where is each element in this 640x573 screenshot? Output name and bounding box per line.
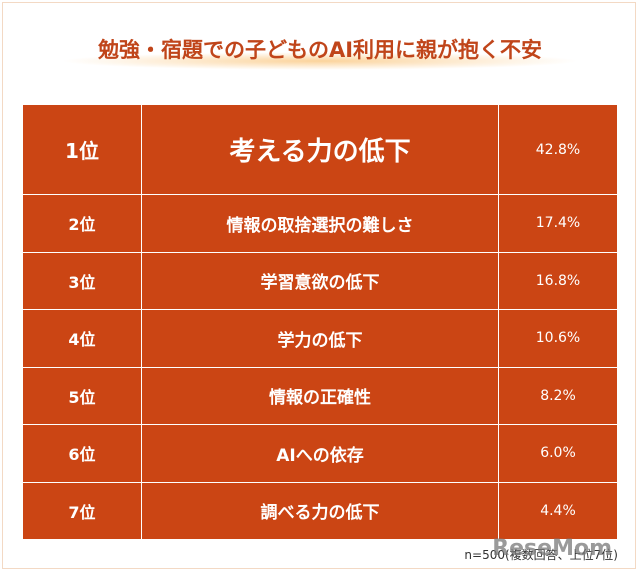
watermark: ReseMom <box>492 536 612 561</box>
title: 勉強・宿題での子どものAI利用に親が抱く不安 <box>97 38 543 62</box>
ranking-table: 1位 考える力の低下 42.8% 2位 情報の取捨選択の難しさ 17.4% 3位 学習意欲の低… <box>22 104 618 540</box>
table-row: 7位 調べる力の低下 4.4% <box>22 481 618 540</box>
rank-cell: 3位 <box>22 251 142 310</box>
percent-cell: 8.2% <box>498 366 618 425</box>
percent-cell: 42.8% <box>498 104 618 195</box>
item-cell: 学力の低下 <box>141 309 499 368</box>
percent-cell: 6.0% <box>498 424 618 483</box>
rank-cell: 5位 <box>22 366 142 425</box>
rank-cell: 4位 <box>22 309 142 368</box>
percent-cell: 17.4% <box>498 194 618 253</box>
footnote: n=500(複数回答、上位7位) <box>464 548 618 562</box>
percent-cell: 10.6% <box>498 309 618 368</box>
rank-cell: 6位 <box>22 424 142 483</box>
percent-cell: 4.4% <box>498 481 618 540</box>
item-cell: 調べる力の低下 <box>141 481 499 540</box>
table-row: 4位 学力の低下 10.6% <box>22 309 618 368</box>
item-cell: 情報の正確性 <box>141 366 499 425</box>
item-cell: AIへの依存 <box>141 424 499 483</box>
item-cell: 情報の取捨選択の難しさ <box>141 194 499 253</box>
rank-cell: 1位 <box>22 104 142 195</box>
rank-cell: 2位 <box>22 194 142 253</box>
rank-cell: 7位 <box>22 481 142 540</box>
table-row: 3位 学習意欲の低下 16.8% <box>22 251 618 310</box>
percent-cell: 16.8% <box>498 251 618 310</box>
table-row: 6位 AIへの依存 6.0% <box>22 424 618 483</box>
table-row: 2位 情報の取捨選択の難しさ 17.4% <box>22 194 618 253</box>
item-cell: 学習意欲の低下 <box>141 251 499 310</box>
item-cell: 考える力の低下 <box>141 104 499 195</box>
table-row: 1位 考える力の低下 42.8% <box>22 104 618 195</box>
table-row: 5位 情報の正確性 8.2% <box>22 366 618 425</box>
title-glow <box>60 52 580 70</box>
